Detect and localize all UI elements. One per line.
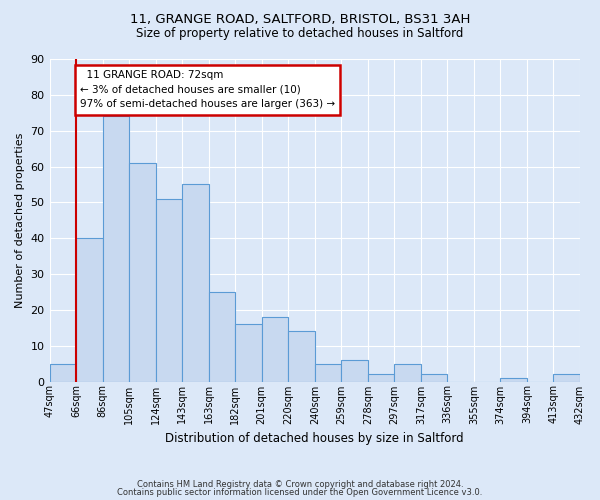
Text: 11 GRANGE ROAD: 72sqm  
← 3% of detached houses are smaller (10)
97% of semi-det: 11 GRANGE ROAD: 72sqm ← 3% of detached h… [80,70,335,110]
Bar [341,360,368,382]
Bar [235,324,262,382]
Bar [50,364,76,382]
X-axis label: Distribution of detached houses by size in Saltford: Distribution of detached houses by size … [166,432,464,445]
Bar [76,238,103,382]
Bar [155,199,182,382]
Bar [262,317,288,382]
Y-axis label: Number of detached properties: Number of detached properties [15,132,25,308]
Text: Contains public sector information licensed under the Open Government Licence v3: Contains public sector information licen… [118,488,482,497]
Text: Contains HM Land Registry data © Crown copyright and database right 2024.: Contains HM Land Registry data © Crown c… [137,480,463,489]
Bar [368,374,394,382]
Text: 11, GRANGE ROAD, SALTFORD, BRISTOL, BS31 3AH: 11, GRANGE ROAD, SALTFORD, BRISTOL, BS31… [130,12,470,26]
Bar [394,364,421,382]
Bar [129,163,155,382]
Bar [500,378,527,382]
Bar [553,374,580,382]
Bar [421,374,448,382]
Text: Size of property relative to detached houses in Saltford: Size of property relative to detached ho… [136,28,464,40]
Bar [288,332,315,382]
Bar [103,116,129,382]
Bar [182,184,209,382]
Bar [315,364,341,382]
Bar [209,292,235,382]
